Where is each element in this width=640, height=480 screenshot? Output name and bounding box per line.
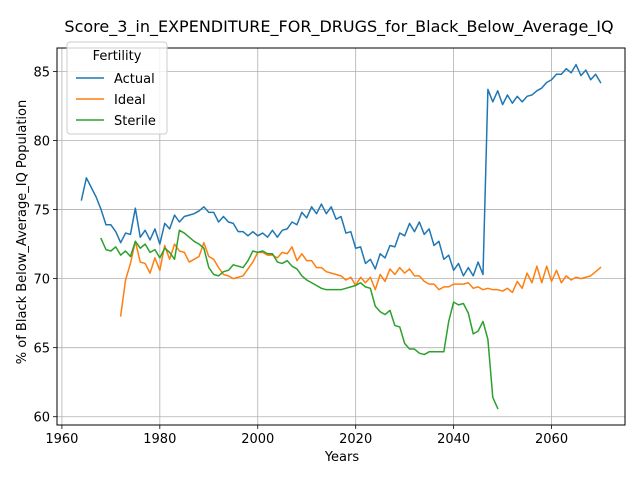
plot-area: 1960 1980 2000 2020 2040 2060 60 65 70 75 80 85: [33, 47, 626, 447]
y-tick-label: 65: [33, 342, 50, 357]
x-axis: 1960 1980 2000 2020 2040 2060: [45, 425, 568, 447]
y-axis: 60 65 70 75 80 85: [33, 65, 57, 426]
legend: Fertility Actual Ideal Sterile: [66, 41, 168, 135]
chart-title: Score_3_in_EXPENDITURE_FOR_DRUGS_for_Bla…: [64, 17, 613, 37]
y-tick-label: 60: [33, 411, 50, 426]
legend-label-actual: Actual: [114, 72, 155, 87]
x-tick-label: 1960: [45, 432, 78, 447]
legend-title: Fertility: [93, 49, 142, 64]
y-tick-label: 80: [33, 135, 50, 150]
x-tick-label: 1980: [143, 432, 176, 447]
x-tick-label: 2000: [241, 432, 274, 447]
y-tick-label: 85: [33, 65, 50, 80]
y-tick-label: 70: [33, 273, 50, 288]
legend-label-ideal: Ideal: [114, 93, 146, 108]
series-lines: [80, 63, 602, 410]
series-line-sterile: [100, 229, 499, 410]
legend-box: [66, 41, 168, 135]
series-line-actual: [80, 63, 602, 277]
x-axis-label: Years: [324, 450, 360, 465]
x-tick-label: 2040: [437, 432, 470, 447]
y-axis-label: % of Black Below_Average_IQ Population: [15, 100, 30, 364]
x-tick-label: 2020: [339, 432, 372, 447]
legend-label-sterile: Sterile: [114, 114, 156, 129]
series-line-ideal: [119, 240, 602, 317]
x-tick-label: 2060: [535, 432, 568, 447]
axes-frame: [56, 47, 626, 426]
y-tick-label: 75: [33, 204, 50, 219]
